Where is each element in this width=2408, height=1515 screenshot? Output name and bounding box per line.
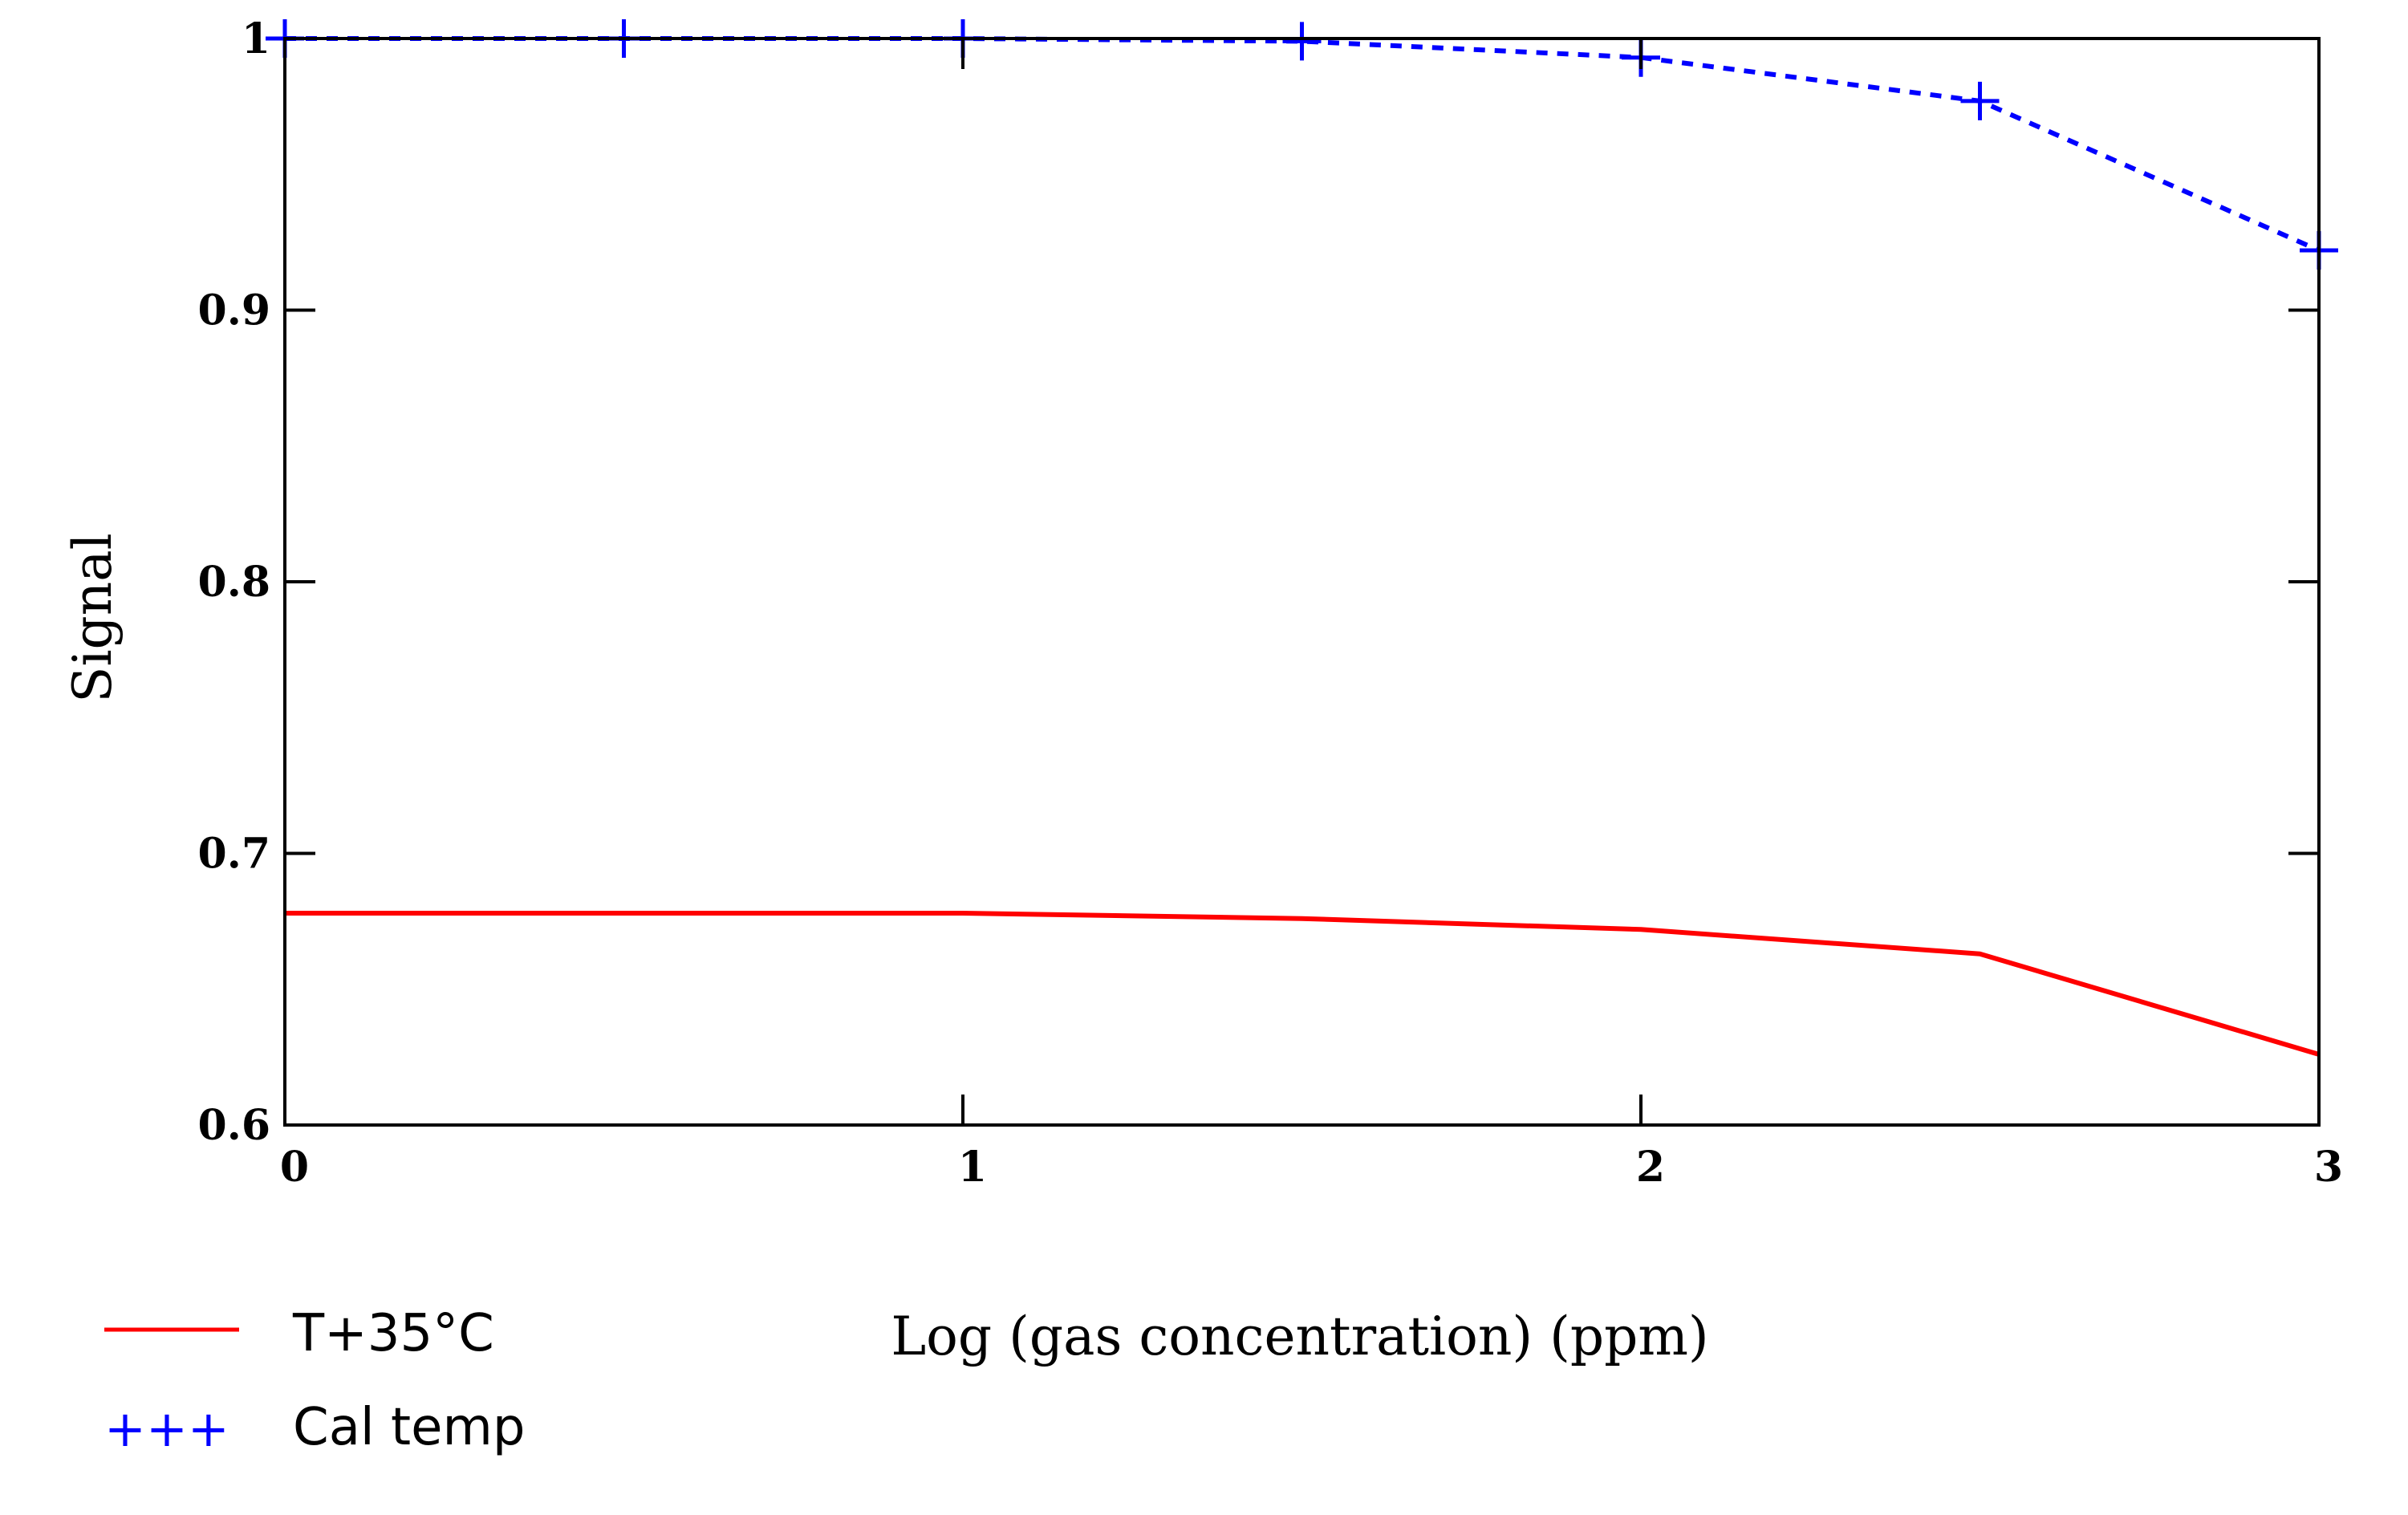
- legend-item-cal-temp: +++ Cal temp: [104, 1398, 525, 1458]
- legend-label-cal-temp: Cal temp: [293, 1398, 525, 1457]
- x-tick-label: 1: [958, 1143, 987, 1192]
- axes: 0 1 2 3 0.6 0.7 0.8 0.9 1: [198, 14, 2344, 1192]
- series-line-cal-temp: [285, 36, 2321, 253]
- y-tick-label: 1: [242, 14, 270, 63]
- data-point-cal-temp: [1960, 81, 2000, 120]
- legend-symbol-cal-temp: +++: [104, 1399, 229, 1458]
- legend: T+35°C +++ Cal temp: [104, 1304, 525, 1458]
- legend-item-t35: T+35°C: [104, 1304, 494, 1363]
- plot-area: [266, 19, 2338, 1057]
- y-tick-label: 0.9: [198, 286, 270, 335]
- x-tick-label: 0: [280, 1143, 309, 1192]
- y-tick-label: 0.6: [198, 1101, 270, 1150]
- series-line-t35: [285, 911, 2320, 1057]
- data-point-cal-temp: [1282, 22, 1322, 61]
- x-tick-label: 2: [1636, 1143, 1665, 1192]
- x-tick-label: 3: [2314, 1143, 2343, 1192]
- x-axis-title: Log (gas concentration) (ppm): [891, 1306, 1708, 1367]
- legend-label-t35: T+35°C: [292, 1304, 494, 1363]
- y-tick-label: 0.8: [198, 558, 270, 607]
- y-axis-title: Signal: [62, 533, 124, 703]
- y-tick-label: 0.7: [198, 830, 270, 879]
